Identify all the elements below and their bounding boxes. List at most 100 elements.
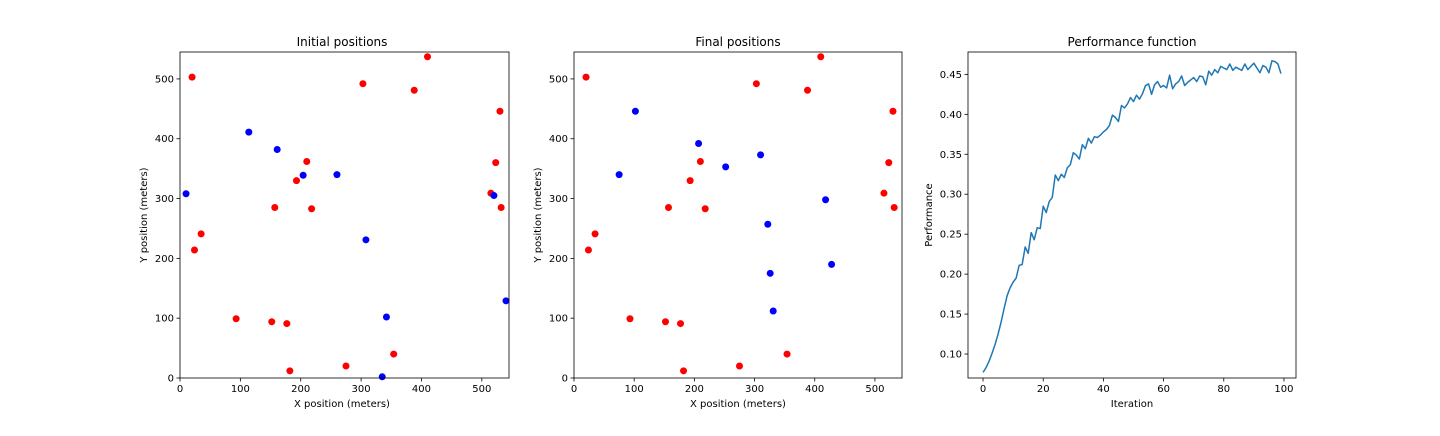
y-tick-label: 400 [549, 134, 568, 145]
scatter-point-blue [769, 307, 777, 315]
initial-positions-chart: Initial positions X position (meters) Y … [139, 35, 510, 410]
scatter-point-blue [764, 220, 772, 228]
x-axis-label: Iteration [1111, 399, 1153, 410]
x-tick-label: 100 [625, 384, 644, 395]
scatter-point-red [268, 318, 276, 326]
scatter-point-red [496, 107, 504, 115]
performance-line [982, 60, 1282, 373]
scatter-point-red [680, 367, 688, 375]
x-tick-label: 100 [1274, 384, 1293, 395]
plot-frame [179, 51, 510, 379]
scatter-point-blue [273, 146, 281, 154]
scatter-point-red [890, 204, 898, 212]
y-tick-label: 0.15 [940, 310, 962, 321]
scatter-point-red [424, 53, 432, 61]
scatter-point-red [591, 230, 599, 238]
x-tick-label: 200 [685, 384, 704, 395]
scatter-point-blue [182, 190, 190, 198]
scatter-point-red [701, 205, 709, 213]
scatter-point-red [308, 205, 316, 213]
scatter-point-red [293, 177, 301, 185]
scatter-point-red [359, 80, 367, 88]
final-positions-chart: Final positions X position (meters) Y po… [533, 35, 903, 410]
y-tick-label: 100 [155, 314, 174, 325]
scatter-point-blue [766, 269, 774, 277]
scatter-point-red [696, 157, 704, 165]
plot-frame [967, 51, 1297, 379]
scatter-point-red [889, 107, 897, 115]
scatter-point-red [303, 157, 311, 165]
y-tick-label: 200 [549, 254, 568, 265]
x-tick-label: 400 [412, 384, 431, 395]
x-tick-label: 20 [1037, 384, 1050, 395]
y-tick-label: 300 [549, 194, 568, 205]
y-tick-label: 0.40 [940, 110, 962, 121]
scatter-point-blue [631, 107, 639, 115]
scatter-point-blue [490, 192, 498, 200]
x-tick-label: 400 [805, 384, 824, 395]
plot-area [982, 60, 1282, 373]
x-tick-label: 80 [1217, 384, 1230, 395]
scatter-point-red [582, 73, 590, 81]
y-tick-label: 200 [155, 254, 174, 265]
x-tick-label: 200 [291, 384, 310, 395]
x-tick-label: 500 [865, 384, 884, 395]
y-axis-label: Y position (meters) [533, 167, 544, 263]
x-tick-label: 0 [571, 384, 577, 395]
y-tick-label: 0.25 [940, 230, 962, 241]
y-tick-label: 0 [562, 374, 568, 385]
scatter-point-red [188, 73, 196, 81]
x-tick-label: 100 [231, 384, 250, 395]
x-tick-label: 40 [1097, 384, 1110, 395]
scatter-point-blue [695, 140, 703, 148]
scatter-point-red [283, 320, 291, 328]
y-tick-label: 0.30 [940, 190, 962, 201]
y-tick-label: 0.45 [940, 70, 962, 81]
scatter-point-red [880, 189, 888, 197]
scatter-point-red [197, 230, 205, 238]
plot-area [182, 53, 510, 381]
scatter-point-red [661, 318, 669, 326]
y-tick-label: 0.10 [940, 350, 962, 361]
chart-title: Final positions [695, 35, 780, 49]
scatter-point-blue [822, 196, 830, 204]
chart-title: Initial positions [297, 35, 388, 49]
x-tick-label: 500 [472, 384, 491, 395]
scatter-point-red [817, 53, 825, 61]
scatter-point-red [804, 86, 812, 94]
scatter-point-red [232, 315, 240, 323]
scatter-point-red [286, 367, 294, 375]
scatter-point-red [677, 320, 685, 328]
scatter-point-red [342, 362, 350, 370]
scatter-point-red [390, 350, 398, 358]
y-tick-label: 100 [549, 314, 568, 325]
scatter-point-blue [362, 236, 370, 244]
scatter-point-red [626, 315, 634, 323]
performance-function-chart: Performance function Iteration Performan… [924, 35, 1297, 410]
scatter-point-blue [828, 260, 836, 268]
scatter-point-red [736, 362, 744, 370]
scatter-point-blue [382, 313, 390, 321]
y-tick-label: 0.20 [940, 270, 962, 281]
x-tick-label: 60 [1157, 384, 1170, 395]
y-axis-label: Y position (meters) [139, 167, 150, 263]
scatter-point-red [190, 246, 198, 254]
scatter-point-red [686, 177, 694, 185]
scatter-point-blue [615, 171, 623, 179]
scatter-point-red [497, 204, 505, 212]
scatter-point-blue [378, 373, 386, 381]
y-tick-label: 0 [168, 374, 174, 385]
y-axis-label: Performance [924, 183, 935, 246]
x-tick-label: 0 [177, 384, 183, 395]
y-tick-label: 500 [549, 74, 568, 85]
y-tick-label: 0.35 [940, 150, 962, 161]
x-tick-label: 0 [980, 384, 986, 395]
y-tick-label: 300 [155, 194, 174, 205]
scatter-point-red [271, 204, 279, 212]
scatter-point-red [664, 204, 672, 212]
scatter-point-red [783, 350, 791, 358]
scatter-point-blue [722, 163, 730, 171]
chart-title: Performance function [1068, 35, 1197, 49]
scatter-point-blue [333, 171, 341, 179]
x-tick-label: 300 [745, 384, 764, 395]
